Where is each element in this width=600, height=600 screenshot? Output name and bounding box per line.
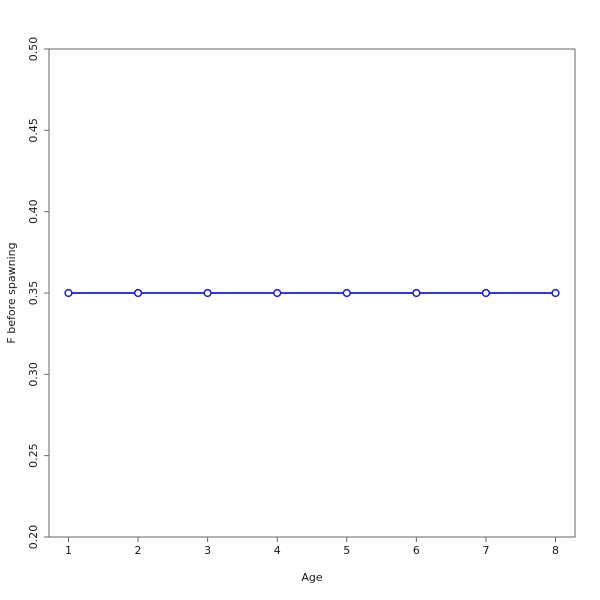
y-tick-label: 0.35 (27, 281, 40, 306)
data-point-marker (133, 288, 143, 298)
x-axis-label: Age (301, 571, 323, 584)
data-point-marker (273, 288, 282, 298)
x-tick-label: 7 (482, 544, 489, 557)
x-tick-label: 3 (204, 544, 211, 557)
y-tick-label: 0.30 (27, 362, 40, 387)
data-point-marker (481, 288, 491, 298)
x-tick-label: 4 (274, 544, 281, 557)
x-tick-label: 6 (413, 544, 420, 557)
data-point-marker (412, 288, 421, 298)
y-tick-label: 0.25 (27, 443, 40, 468)
data-point-marker (342, 288, 351, 298)
y-axis-label: F before spawning (5, 242, 18, 343)
data-point-marker (203, 288, 212, 298)
data-point-marker (64, 288, 73, 298)
y-tick-label: 0.50 (27, 37, 40, 62)
y-tick-label: 0.40 (27, 199, 40, 224)
x-tick-label: 2 (135, 544, 142, 557)
x-tick-label: 1 (65, 544, 72, 557)
x-tick-label: 5 (343, 544, 350, 557)
y-tick-label: 0.45 (27, 118, 40, 143)
y-tick-label: 0.20 (27, 525, 40, 550)
data-point-marker (551, 288, 560, 298)
x-tick-label: 8 (552, 544, 559, 557)
